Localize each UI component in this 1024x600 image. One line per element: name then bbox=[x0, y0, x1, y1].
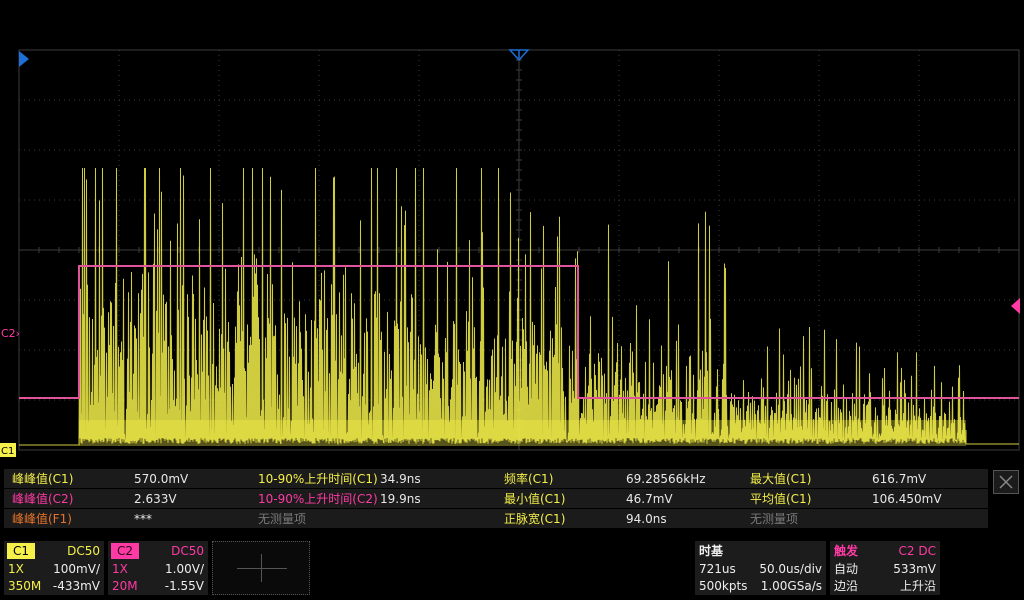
timebase-panel[interactable]: 时基 721us 50.0us/div 500kpts 1.00GSa/s bbox=[695, 541, 826, 595]
channel2-trace bbox=[19, 265, 1019, 399]
channel1-scale: 100mV/ bbox=[53, 562, 100, 576]
channel1-tag[interactable]: C1 bbox=[7, 543, 36, 559]
close-icon bbox=[999, 475, 1013, 489]
measurement-label[interactable]: 10-90%上升时间(C2) bbox=[258, 492, 378, 506]
waveform-canvas: C2› C1 bbox=[0, 49, 1020, 457]
channel1-offset: -433mV bbox=[52, 579, 100, 593]
trigger-panel[interactable]: 触发 C2 DC 自动 533mV 边沿 上升沿 bbox=[830, 541, 940, 595]
measurement-label[interactable]: 峰峰值(C1) bbox=[12, 472, 74, 486]
measurement-label[interactable]: 峰峰值(C2) bbox=[12, 492, 74, 506]
trigger-mode: 自动 bbox=[834, 562, 859, 576]
measurement-panel: 峰峰值(C1) 570.0mV 10-90%上升时间(C1) 34.9ns 频率(C1)… bbox=[0, 466, 1024, 532]
sample-rate: 1.00GSa/s bbox=[760, 579, 822, 593]
close-measurements-button[interactable] bbox=[993, 470, 1019, 494]
channel2-offset: -1.55V bbox=[164, 579, 204, 593]
memory-depth: 500kpts bbox=[699, 579, 748, 593]
measurement-value: 570.0mV bbox=[134, 472, 189, 486]
timebase-scale: 50.0us/div bbox=[759, 562, 822, 576]
crosshair-icon-vertical bbox=[261, 554, 262, 582]
trigger-level: 533mV bbox=[893, 562, 936, 576]
measurement-label[interactable]: 正脉宽(C1) bbox=[504, 512, 566, 526]
channel2-scale: 1.00V/ bbox=[165, 562, 204, 576]
measurement-label[interactable]: 10-90%上升时间(C1) bbox=[258, 472, 378, 486]
trigger-type: 边沿 bbox=[834, 579, 859, 593]
channel2-probe: 1X bbox=[112, 562, 128, 576]
channel1-trace bbox=[19, 167, 1019, 446]
trigger-source: C2 DC bbox=[898, 544, 936, 558]
channel1-ground-marker[interactable]: C1 bbox=[1, 446, 14, 457]
waveform-display[interactable]: C2› C1 bbox=[0, 48, 1024, 460]
trigger-title: 触发 bbox=[834, 544, 859, 558]
trigger-slope: 上升沿 bbox=[899, 579, 936, 593]
measurement-label[interactable]: 无测量项 bbox=[258, 512, 307, 526]
measurement-label[interactable]: 无测量项 bbox=[750, 512, 799, 526]
channel2-tag[interactable]: C2 bbox=[111, 543, 140, 559]
left-edge-marker-icon[interactable] bbox=[19, 51, 29, 67]
measurement-row-bg bbox=[4, 489, 988, 508]
measurement-value: 19.9ns bbox=[380, 492, 421, 506]
measurement-value: *** bbox=[134, 512, 152, 526]
channel1-bandwidth: 350M bbox=[8, 579, 42, 593]
add-channel-slot[interactable] bbox=[212, 541, 310, 595]
channel2-bandwidth: 20M bbox=[112, 579, 138, 593]
channel1-panel[interactable]: C1 DC50 1X 100mV/ 350M -433mV bbox=[4, 541, 104, 595]
channel2-ground-marker[interactable]: C2› bbox=[1, 327, 20, 340]
measurement-label[interactable]: 最小值(C1) bbox=[504, 492, 566, 506]
channel1-coupling: DC50 bbox=[67, 544, 100, 558]
timebase-title: 时基 bbox=[699, 544, 724, 558]
measurement-label[interactable]: 平均值(C1) bbox=[750, 492, 812, 506]
measurement-label[interactable]: 频率(C1) bbox=[504, 472, 554, 486]
measurement-row-bg bbox=[4, 469, 988, 488]
measurement-label[interactable]: 最大值(C1) bbox=[750, 472, 812, 486]
measurement-value: 106.450mV bbox=[872, 492, 942, 506]
measurement-row-bg bbox=[4, 509, 988, 528]
timebase-delay: 721us bbox=[699, 562, 736, 576]
trigger-level-marker-icon[interactable] bbox=[1011, 298, 1020, 314]
crosshair-icon bbox=[237, 568, 287, 569]
measurement-label[interactable]: 峰峰值(F1) bbox=[12, 512, 72, 526]
channel2-coupling: DC50 bbox=[171, 544, 204, 558]
measurement-value: 2.633V bbox=[134, 492, 177, 506]
measurement-value: 69.28566kHz bbox=[626, 472, 706, 486]
channel1-probe: 1X bbox=[8, 562, 24, 576]
status-bar: C1 DC50 1X 100mV/ 350M -433mV C2 DC50 1X… bbox=[0, 537, 1024, 600]
measurement-value: 46.7mV bbox=[626, 492, 673, 506]
channel2-panel[interactable]: C2 DC50 1X 1.00V/ 20M -1.55V bbox=[108, 541, 208, 595]
measurement-value: 616.7mV bbox=[872, 472, 927, 486]
measurement-value: 94.0ns bbox=[626, 512, 667, 526]
measurement-value: 34.9ns bbox=[380, 472, 421, 486]
channel1-ground-marker-bg bbox=[0, 443, 16, 457]
